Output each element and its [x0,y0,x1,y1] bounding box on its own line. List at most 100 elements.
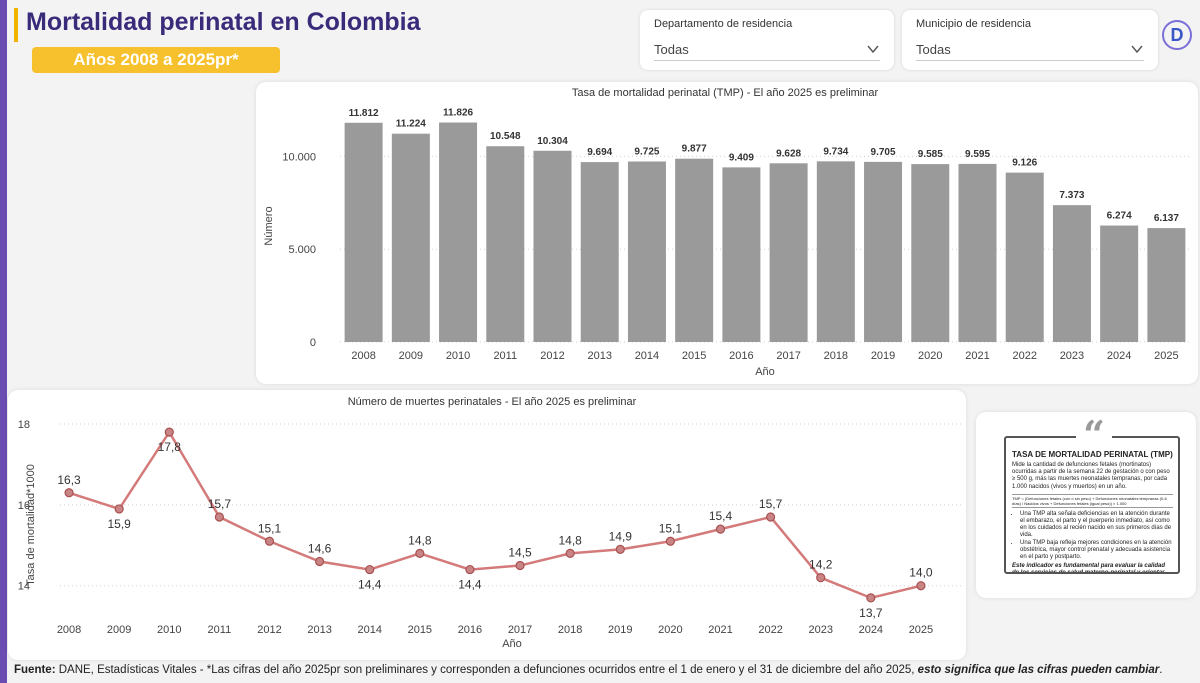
left-accent-stripe [0,0,7,683]
bar [722,167,761,342]
bar [911,164,950,342]
line-x-tick-label: 2020 [658,624,682,636]
line-y-tick-label: 18 [18,419,30,431]
line-series [68,429,922,600]
line-point [315,556,325,567]
line-x-tick-label: 2022 [758,624,782,636]
line-y-tick-label: 14 [18,581,30,593]
tmp-closing-note: Este indicador es fundamental para evalu… [1012,563,1166,574]
bar-x-tick-label: 2011 [493,350,517,362]
line-point [665,536,675,546]
bar-x-tick-label: 2008 [351,350,375,362]
chevron-down-icon [867,45,879,54]
bar [1005,172,1044,342]
line-point [465,564,475,575]
line-x-tick-label: 2013 [307,624,331,636]
bar-value-label: 11.812 [349,108,379,119]
bar [675,158,714,342]
bar [864,161,903,342]
line-x-tick-label: 2017 [508,624,532,636]
bar-value-label: 9.409 [729,152,754,163]
bar-x-tick-label: 2013 [587,350,611,362]
bar-chart-title: Tasa de mortalidad perinatal (TMP) - El … [572,87,879,99]
bar-x-tick-label: 2015 [682,350,706,362]
line-x-tick-label: 2015 [408,624,432,636]
bar-value-label: 10.548 [490,131,521,142]
line-x-tick-label: 2009 [107,624,131,636]
bar-value-label: 9.734 [823,146,848,157]
bar-y-tick-label: 10.000 [282,151,316,163]
line-point-label: 14,5 [508,546,532,560]
line-x-tick-label: 2016 [458,624,482,636]
line-point-label: 14,6 [308,541,332,555]
municipality-filter-label: Municipio de residencia [916,18,1031,30]
bar-value-label: 9.705 [871,147,896,158]
line-point-label: 14,8 [408,533,432,547]
bar-chart: Tasa de mortalidad perinatal (TMP) - El … [263,87,1190,378]
line-point [214,512,224,522]
line-chart-title: Número de muertes perinatales - El año 2… [348,396,637,408]
line-point [766,512,776,522]
line-point [916,581,926,591]
line-point [565,548,575,559]
footnote-end: . [1159,664,1163,676]
tmp-bullet-high: Una TMP alta señala deficiencias en la a… [1020,511,1173,540]
line-x-tick-label: 2021 [708,624,732,636]
bar-value-label: 7.373 [1059,190,1084,201]
line-x-tick-label: 2008 [57,624,81,636]
bar [580,162,619,342]
title-accent-bar [14,8,18,42]
line-point-label: 16,3 [57,473,81,487]
line-point-label: 14,4 [358,578,382,592]
department-select[interactable]: Todas [654,38,880,61]
bar-x-tick-label: 2018 [824,350,848,362]
years-badge: Años 2008 a 2025pr* [32,47,280,73]
municipality-select[interactable]: Todas [916,38,1144,61]
tmp-info-card: TASA DE MORTALIDAD PERINATAL (TMP) Mide … [976,412,1196,598]
bar-x-tick-label: 2017 [776,350,800,362]
line-point-label: 17,8 [158,440,182,454]
line-point-label: 13,7 [859,606,883,620]
brand-logo-icon[interactable]: D [1162,20,1192,50]
bar-x-axis-label: Año [755,366,775,378]
municipality-filter: Municipio de residencia Todas [902,10,1158,70]
line-point-label: 15,1 [659,521,683,535]
line-x-tick-label: 2024 [859,624,883,636]
bar [439,122,478,342]
line-x-tick-label: 2012 [257,624,281,636]
bar-x-tick-label: 2020 [918,350,942,362]
bar-value-label: 6.274 [1107,211,1132,222]
footnote: Fuente: DANE, Estadísticas Vitales - *La… [14,664,1194,676]
municipality-select-value: Todas [916,41,951,57]
bar-value-label: 9.628 [776,148,801,159]
line-point [866,593,876,603]
bar-y-axis-label: Número [263,206,275,245]
line-point-label: 15,7 [759,497,783,511]
line-x-tick-label: 2023 [808,624,832,636]
bar [1100,225,1139,342]
line-point [715,524,726,534]
line-point-label: 15,4 [709,509,733,523]
bar-value-label: 11.826 [443,108,473,119]
bar-value-label: 10.304 [537,136,568,147]
bar-value-label: 9.126 [1012,158,1037,169]
footnote-text: DANE, Estadísticas Vitales - *Las cifras… [55,664,918,676]
tmp-info-description: Mide la cantidad de defunciones fetales … [1012,462,1170,490]
bar [769,163,808,342]
line-x-tick-label: 2014 [357,624,381,636]
bar-value-label: 9.877 [682,144,707,155]
department-select-value: Todas [654,41,689,57]
line-x-tick-label: 2018 [558,624,582,636]
tmp-bullet-low: Una TMP baja refleja mejores condiciones… [1020,540,1173,562]
line-x-axis-label: Año [502,638,522,650]
line-point-label: 14,8 [558,533,582,547]
line-point [415,548,425,559]
line-point-label: 14,0 [909,566,933,580]
bar-value-label: 9.585 [918,149,943,160]
line-chart: Número de muertes perinatales - El año 2… [18,396,962,650]
bar-x-tick-label: 2014 [635,350,659,362]
footnote-source-label: Fuente: [14,664,56,676]
line-point [816,573,826,583]
bar-x-tick-label: 2010 [446,350,470,362]
line-y-axis-label: Tasa de mortalidad*1000 [25,464,37,586]
